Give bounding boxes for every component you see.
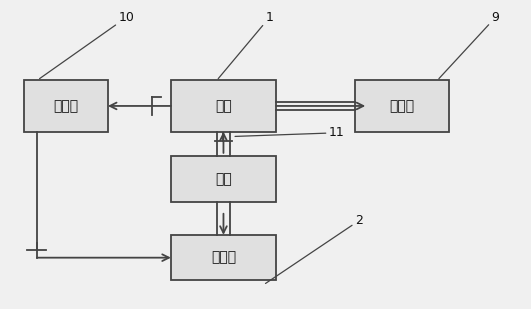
Text: 10: 10	[39, 11, 134, 78]
Text: 水箱: 水箱	[215, 99, 232, 113]
Bar	[171, 235, 276, 281]
Text: 11: 11	[235, 126, 344, 139]
Text: 2: 2	[266, 214, 363, 283]
Bar	[171, 80, 276, 132]
Text: 水泵: 水泵	[215, 172, 232, 186]
Text: 自来水: 自来水	[390, 99, 415, 113]
Text: 9: 9	[439, 11, 499, 78]
Bar	[171, 156, 276, 201]
Text: 出水孔: 出水孔	[53, 99, 79, 113]
Bar	[355, 80, 449, 132]
Text: 储水箱: 储水箱	[211, 251, 236, 265]
Bar	[24, 80, 108, 132]
Text: 1: 1	[218, 11, 273, 78]
